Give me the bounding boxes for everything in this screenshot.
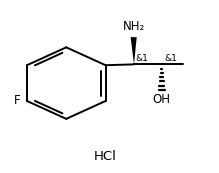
Text: &1: &1 (164, 54, 177, 63)
Polygon shape (131, 37, 137, 64)
Text: HCl: HCl (94, 150, 117, 163)
Text: OH: OH (153, 93, 171, 106)
Text: &1: &1 (136, 54, 149, 63)
Text: NH₂: NH₂ (123, 20, 145, 33)
Text: F: F (14, 94, 20, 107)
